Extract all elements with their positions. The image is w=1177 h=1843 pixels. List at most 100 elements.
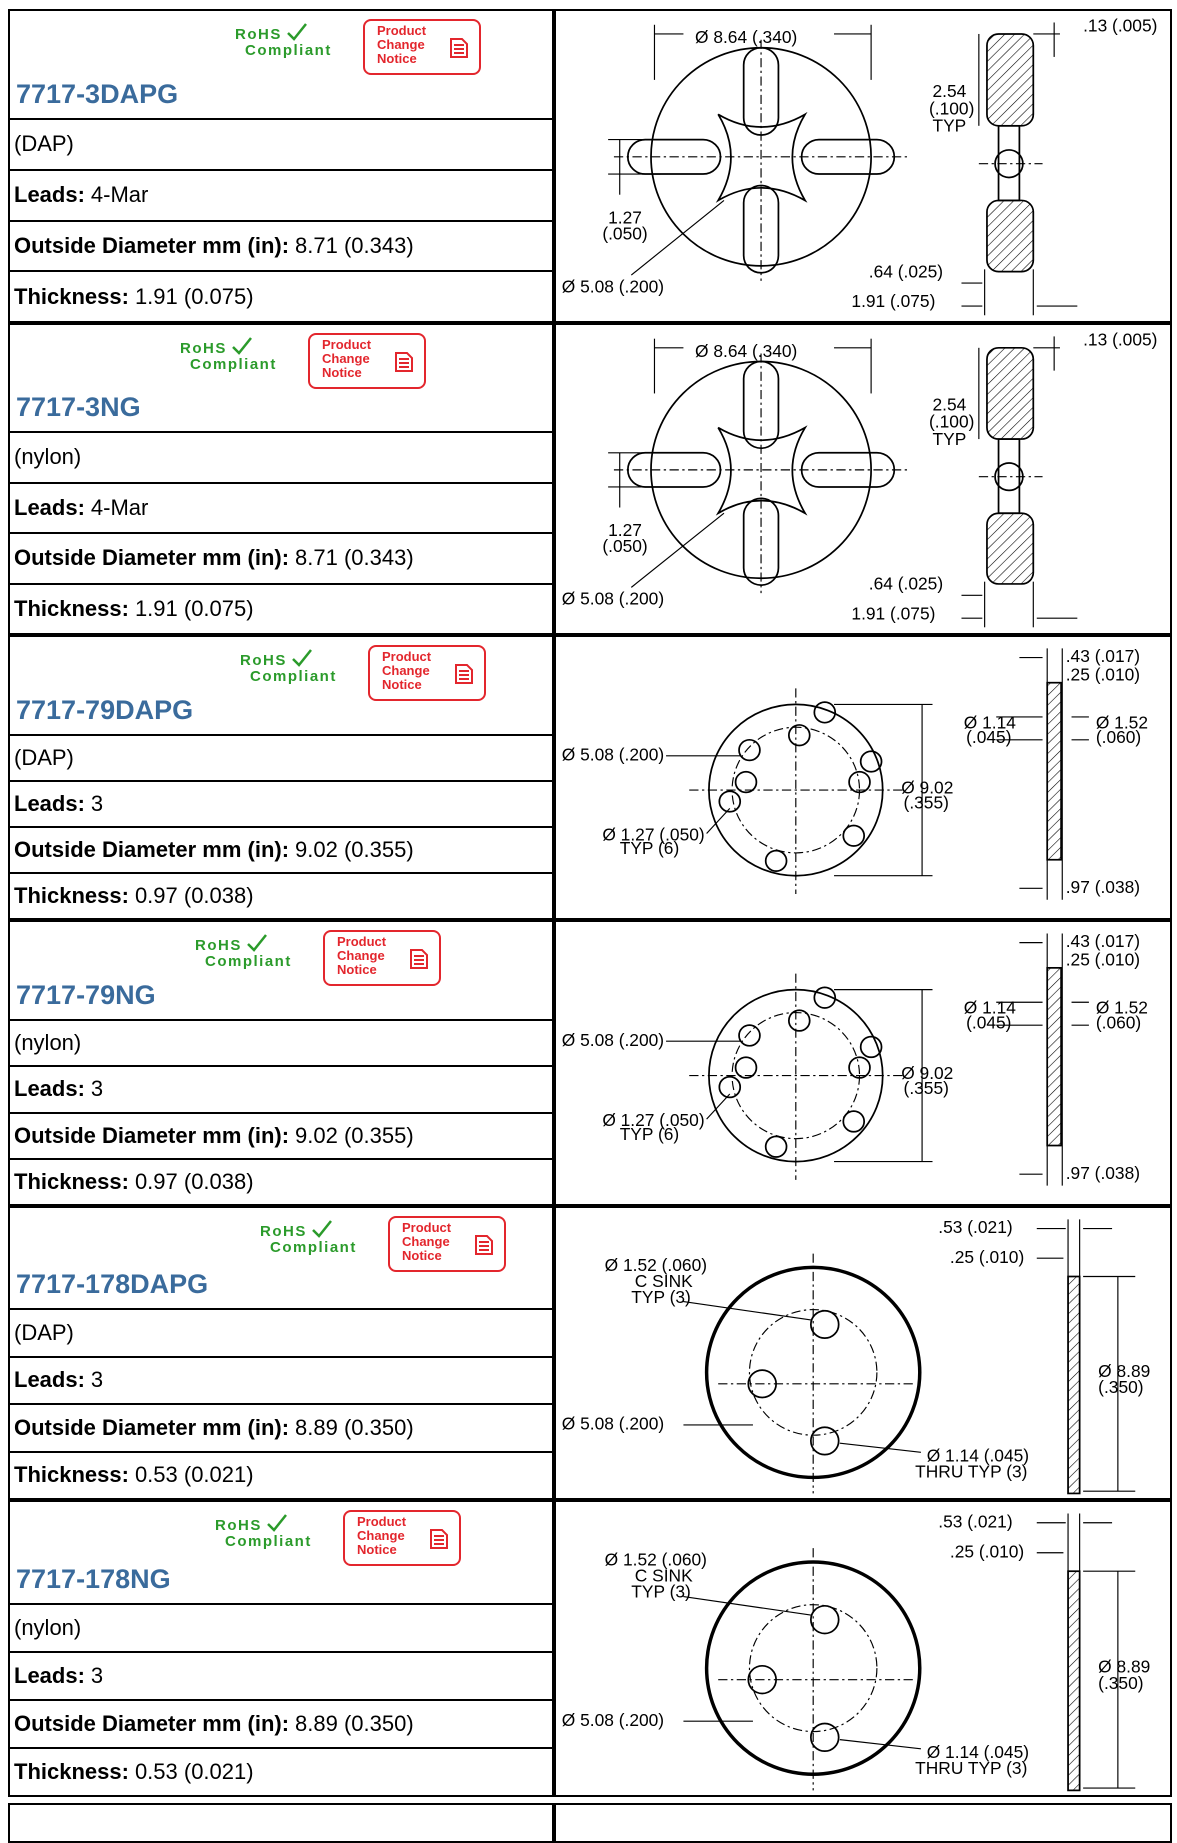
- dimension-label: (.350): [1098, 1673, 1143, 1693]
- drawing-shape: [683, 1597, 810, 1615]
- dimension-label: TYP (3): [631, 1582, 691, 1602]
- drawing-shape: [789, 1010, 810, 1031]
- material-row: (DAP): [10, 734, 552, 780]
- spec-value: 9.02 (0.355): [295, 837, 414, 863]
- product-header: 7717-79NG RoHSCompliant ProductChangeNotic…: [10, 922, 552, 1019]
- drawing-shape: [736, 1057, 757, 1078]
- material: (DAP): [14, 131, 74, 157]
- dimension-label: (.050): [602, 224, 647, 244]
- spec-value: 9.02 (0.355): [295, 1123, 414, 1149]
- pcn-text: Product: [322, 338, 424, 352]
- dimension-label: 1.91 (.075): [851, 603, 935, 623]
- product-info: 7717-3NGRoHSCompliantProductChangeNotice…: [8, 323, 554, 635]
- spec-value: 3: [91, 1076, 103, 1102]
- part-number: 7717-3NG: [16, 392, 141, 423]
- spec-label: Leads:: [14, 495, 85, 521]
- dimension-label: THRU TYP (3): [915, 1462, 1027, 1482]
- part-number: 7717-79NG: [16, 980, 156, 1011]
- spec-label: Leads:: [14, 791, 85, 817]
- technical-drawing: .53 (.021).25 (.010)Ø 1.52 (.060)C SINKT…: [556, 1208, 1170, 1498]
- material: (nylon): [14, 1615, 81, 1641]
- check-icon: [291, 649, 313, 667]
- drawing-shape: [766, 1136, 787, 1157]
- spec-label: Outside Diameter mm (in):: [14, 1123, 289, 1149]
- spec-row: Thickness:0.53 (0.021): [10, 1451, 552, 1499]
- part-number: 7717-178DAPG: [16, 1269, 208, 1300]
- spec-row: Leads:3: [10, 780, 552, 826]
- rohs-compliant: Compliant: [245, 42, 332, 59]
- dimension-label: Ø 5.08 (.200): [562, 1030, 664, 1050]
- drawing-shape: [999, 439, 1020, 513]
- dimension-label: .64 (.025): [869, 574, 943, 594]
- spec-label: Outside Diameter mm (in):: [14, 1711, 289, 1737]
- check-icon: [231, 337, 253, 355]
- spec-label: Leads:: [14, 182, 85, 208]
- dimension-label: TYP (6): [620, 1124, 679, 1144]
- technical-drawing: .43 (.017).25 (.010)Ø 1.14(.045)Ø 1.52(.…: [556, 922, 1170, 1204]
- product-header: 7717-178DAPGRoHSCompliantProductChangeNo…: [10, 1208, 552, 1308]
- spec-row: Thickness:0.97 (0.038): [10, 1158, 552, 1204]
- drawing-shape: [1068, 1277, 1080, 1494]
- empty-cell: [554, 1803, 1172, 1843]
- document-icon: [429, 1528, 449, 1550]
- drawing-shape: [766, 851, 787, 872]
- pcn-text: Product: [377, 24, 479, 38]
- dimension-label: .53 (.021): [938, 1217, 1012, 1237]
- part-number: 7717-178NG: [16, 1564, 171, 1595]
- spec-label: Leads:: [14, 1076, 85, 1102]
- technical-drawing: .43 (.017).25 (.010)Ø 1.14(.045)Ø 1.52(.…: [556, 637, 1170, 918]
- product-info: 7717-178NGRoHSCompliantProductChangeNoti…: [8, 1500, 554, 1797]
- spec-row: Leads:3: [10, 1065, 552, 1111]
- document-icon: [454, 663, 474, 685]
- drawing-shape: [840, 1443, 921, 1452]
- dimension-label: Ø 5.08 (.200): [562, 589, 664, 609]
- drawing-shape: [739, 1025, 760, 1046]
- spec-row: Outside Diameter mm (in):8.71 (0.343): [10, 532, 552, 583]
- technical-drawing: .53 (.021).25 (.010)Ø 1.52 (.060)C SINKT…: [556, 1502, 1170, 1795]
- drawing-shape: [987, 34, 1033, 126]
- drawing-cell: .53 (.021).25 (.010)Ø 1.52 (.060)C SINKT…: [554, 1500, 1172, 1797]
- spec-label: Thickness:: [14, 1169, 129, 1195]
- dimension-label: .97 (.038): [1066, 877, 1140, 897]
- spec-row: Leads:3: [10, 1651, 552, 1699]
- document-outline: [396, 353, 412, 371]
- drawing-shape: [789, 725, 810, 746]
- spec-label: Outside Diameter mm (in):: [14, 545, 289, 571]
- dimension-label: (.355): [904, 1078, 949, 1098]
- spec-label: Outside Diameter mm (in):: [14, 233, 289, 259]
- check-mark: [293, 650, 311, 665]
- rohs-compliant: Compliant: [225, 1533, 312, 1550]
- material-row: (nylon): [10, 1603, 552, 1651]
- drawing-shape: [987, 348, 1033, 439]
- document-icon: [449, 37, 469, 59]
- spec-label: Leads:: [14, 1663, 85, 1689]
- rohs-compliant: Compliant: [205, 953, 292, 970]
- pcn-text: Product: [357, 1515, 459, 1529]
- dimension-label: .25 (.010): [1066, 950, 1140, 970]
- material: (DAP): [14, 745, 74, 771]
- spec-label: Thickness:: [14, 883, 129, 909]
- drawing-shape: [987, 513, 1033, 584]
- part-number: 7717-3DAPG: [16, 79, 178, 110]
- dimension-label: Ø 8.64 (.340): [695, 341, 797, 361]
- spec-label: Thickness:: [14, 1759, 129, 1785]
- document-icon: [394, 351, 414, 373]
- spec-label: Thickness:: [14, 596, 129, 622]
- document-outline: [411, 950, 427, 968]
- dimension-label: TYP (6): [620, 838, 680, 858]
- document-icon: [409, 948, 429, 970]
- check-mark: [233, 338, 251, 353]
- spec-value: 4-Mar: [91, 495, 148, 521]
- drawing-shape: [811, 1427, 839, 1454]
- document-outline: [456, 665, 472, 683]
